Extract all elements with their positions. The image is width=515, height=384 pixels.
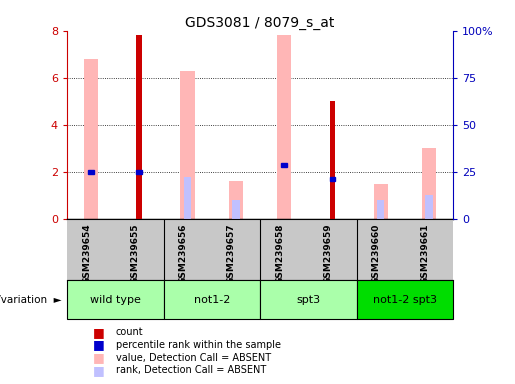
Bar — [330, 101, 335, 219]
Bar — [277, 35, 291, 219]
Text: GSM239658: GSM239658 — [275, 224, 284, 284]
Text: GSM239656: GSM239656 — [179, 224, 187, 284]
Text: ■: ■ — [93, 351, 105, 364]
Bar — [330, 177, 335, 181]
Bar — [377, 200, 384, 219]
Text: ■: ■ — [93, 338, 105, 351]
Text: spt3: spt3 — [296, 295, 320, 305]
Bar — [136, 35, 142, 219]
Title: GDS3081 / 8079_s_at: GDS3081 / 8079_s_at — [185, 16, 335, 30]
Bar — [88, 170, 94, 174]
Bar — [356, 280, 453, 319]
Bar — [84, 59, 98, 219]
Bar — [180, 71, 195, 219]
Bar — [67, 280, 163, 319]
Bar — [232, 200, 239, 219]
Bar — [373, 184, 388, 219]
Bar — [422, 148, 436, 219]
Text: ■: ■ — [93, 326, 105, 339]
Text: not1-2 spt3: not1-2 spt3 — [373, 295, 437, 305]
Text: not1-2: not1-2 — [194, 295, 230, 305]
Text: GSM239661: GSM239661 — [420, 224, 429, 284]
Bar — [425, 195, 433, 219]
Bar — [136, 170, 142, 174]
Text: wild type: wild type — [90, 295, 141, 305]
Bar — [260, 280, 356, 319]
Bar — [229, 181, 243, 219]
Text: GSM239655: GSM239655 — [130, 224, 140, 284]
Text: percentile rank within the sample: percentile rank within the sample — [116, 340, 281, 350]
Text: rank, Detection Call = ABSENT: rank, Detection Call = ABSENT — [116, 365, 266, 375]
Bar — [184, 177, 191, 219]
Text: genotype/variation  ►: genotype/variation ► — [0, 295, 62, 305]
Text: count: count — [116, 327, 144, 337]
Text: GSM239659: GSM239659 — [323, 224, 333, 285]
Text: GSM239660: GSM239660 — [372, 224, 381, 284]
Bar — [163, 280, 260, 319]
Text: GSM239657: GSM239657 — [227, 224, 236, 285]
Bar — [281, 163, 287, 167]
Text: value, Detection Call = ABSENT: value, Detection Call = ABSENT — [116, 353, 271, 362]
Text: ■: ■ — [93, 364, 105, 377]
Text: GSM239654: GSM239654 — [82, 224, 91, 285]
